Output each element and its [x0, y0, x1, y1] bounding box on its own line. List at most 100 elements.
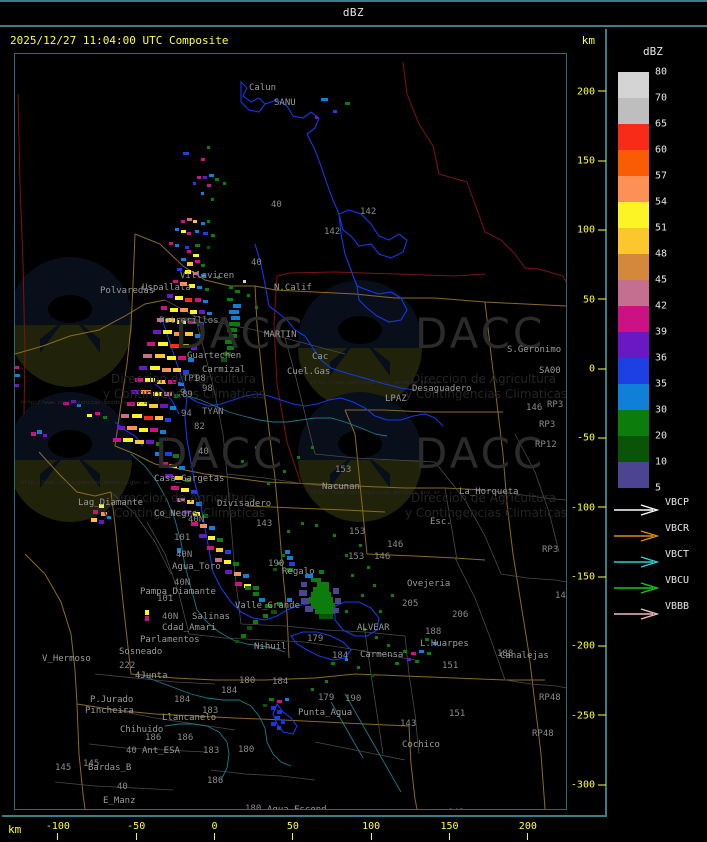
map-place-label: RP12 [535, 440, 557, 450]
colorbar-tick-label: 30 [655, 404, 668, 416]
timestamp-label: 2025/12/27 11:04:00 UTC Composite [10, 34, 229, 47]
map-place-label: 146 [526, 403, 542, 413]
y-axis-tick-mark [598, 160, 606, 162]
map-place-label: 40 [271, 200, 282, 210]
colorbar-swatch[interactable] [618, 202, 649, 228]
radar-plot-panel: 2025/12/27 11:04:00 UTC Composite km [2, 29, 607, 815]
map-place-label: Divisadero [217, 499, 271, 509]
y-axis-tick-label: 0 [588, 363, 595, 375]
map-place-label: TYAN [202, 407, 224, 417]
map-place-label: Regalo [282, 567, 315, 577]
colorbar-tick-label: 57 [655, 170, 668, 182]
map-place-label: RP3 [539, 420, 555, 430]
map-place-label: Salinas [192, 612, 230, 622]
map-place-label: 151 [442, 661, 458, 671]
vector-legend-row[interactable]: VBCU [613, 573, 705, 599]
map-place-label: Bardas_B [88, 763, 131, 773]
colorbar-swatch[interactable] [618, 124, 649, 150]
map-place-label: 40N [176, 550, 192, 560]
map-canvas[interactable]: DACC Direccion de Agricultura y Continge… [14, 53, 567, 810]
map-place-label: Desaguadero [412, 384, 472, 394]
colorbar-tick-label: 51 [655, 222, 668, 234]
colorbar-swatch[interactable] [618, 358, 649, 384]
map-place-label: 40 [126, 746, 137, 756]
colorbar-tick-label: 20 [655, 430, 668, 442]
y-axis-tick-mark [598, 784, 606, 786]
map-place-label: Cochico [402, 740, 440, 750]
y-axis-tick: 0 [589, 364, 606, 375]
x-axis-tick: 50 [287, 821, 299, 840]
colorbar-swatch[interactable] [618, 436, 649, 462]
colorbar-swatch[interactable] [618, 254, 649, 280]
x-axis-tick-label: -100 [45, 821, 70, 832]
map-place-label: 179 [307, 634, 323, 644]
map-place-label: 222 [119, 661, 135, 671]
map-place-label: 144 [555, 591, 566, 601]
colorbar-swatch[interactable] [618, 150, 649, 176]
map-place-label: 184 [332, 651, 348, 661]
map-place-label: Calun [249, 83, 276, 93]
colorbar-swatch[interactable] [618, 98, 649, 124]
map-place-label: 180 [245, 804, 261, 809]
colorbar-swatch[interactable] [618, 462, 649, 488]
vector-legend-row[interactable]: VBBB [613, 599, 705, 625]
map-place-label: P.Jurado [90, 695, 133, 705]
colorbar-swatch[interactable] [618, 228, 649, 254]
colorbar-swatch[interactable] [618, 176, 649, 202]
map-place-label: Valle_Grande [235, 601, 300, 611]
map-place-label: Punta_Agua [298, 708, 352, 718]
colorbar-tick-label: 70 [655, 92, 668, 104]
colorbar[interactable] [618, 72, 649, 488]
vector-legend-row[interactable]: VBCP [613, 495, 705, 521]
map-place-label: 94 [181, 409, 192, 419]
y-axis-tick: -300 [571, 780, 606, 791]
map-place-label: LPAZ [385, 394, 407, 404]
colorbar-swatch[interactable] [618, 280, 649, 306]
vector-legend-row[interactable]: VBCT [613, 547, 705, 573]
map-place-label: 206 [452, 610, 468, 620]
arrow-icon [613, 605, 660, 620]
map-place-label: V_Hermoso [42, 654, 91, 664]
boundary-dark-red [17, 61, 566, 485]
y-axis-tick: 150 [577, 156, 606, 167]
colorbar-swatch[interactable] [618, 332, 649, 358]
x-axis-tick: -50 [127, 821, 145, 840]
y-axis-tick-label: -200 [570, 640, 595, 652]
y-axis: 200 150 100 50 0 -50 -100 -150 -200 -250 -300 [568, 53, 608, 810]
map-place-label: 145 [83, 759, 99, 769]
colorbar-swatch[interactable] [618, 410, 649, 436]
y-axis-tick-label: -100 [570, 502, 595, 514]
y-axis-tick-mark [598, 576, 606, 578]
road-network-secondary [54, 299, 566, 791]
y-axis-tick-label: 150 [576, 155, 595, 167]
map-place-label: 142 [324, 227, 340, 237]
y-axis-tick-label: 100 [576, 224, 595, 236]
map-place-label: RP48 [532, 729, 554, 739]
vector-legend-row[interactable]: VBCR [613, 521, 705, 547]
map-place-label: 186 [177, 733, 193, 743]
colorbar-swatch[interactable] [618, 306, 649, 332]
map-place-label: 153 [349, 527, 365, 537]
y-axis-tick: -150 [571, 572, 606, 583]
map-place-label: 145 [55, 763, 71, 773]
x-axis-tick-mark [527, 833, 529, 840]
x-axis-tick-mark [292, 833, 294, 840]
map-place-label: 190 [345, 694, 361, 704]
map-place-label: 184 [221, 686, 237, 696]
vector-legend-label: VBBB [665, 601, 690, 612]
y-axis-tick-mark [598, 714, 606, 716]
colorbar-swatch[interactable] [618, 384, 649, 410]
map-place-label: Agua_Toro [172, 562, 221, 572]
arrow-icon [613, 553, 660, 568]
x-axis-tick-label: 200 [518, 821, 537, 832]
colorbar-swatch[interactable] [618, 72, 649, 98]
x-axis-tick-mark [449, 833, 450, 840]
map-place-label: 146 [387, 540, 403, 550]
map-place-label: Ovejeria [407, 579, 450, 589]
y-axis-tick-label: -50 [576, 432, 595, 444]
map-place-label: Nihuil [254, 642, 287, 652]
vector-legend-label: VBCU [665, 575, 690, 586]
y-axis-tick: -50 [577, 433, 606, 444]
x-axis: km -100 -50 0 50 100 150 200 [2, 815, 607, 842]
y-axis-unit-label: km [581, 34, 595, 47]
